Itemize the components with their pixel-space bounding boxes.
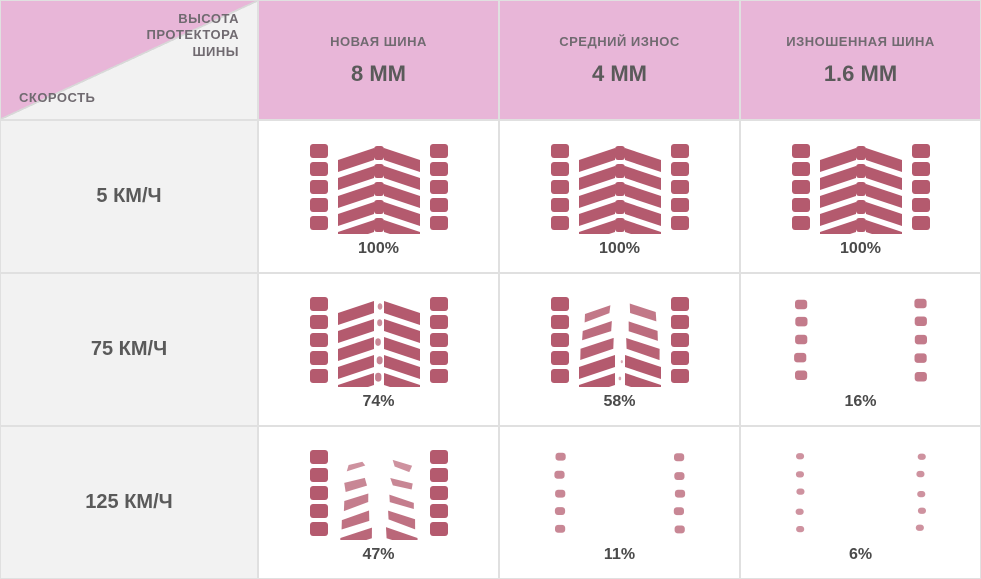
column-header: СРЕДНИЙ ИЗНОС 4 ММ [499,0,740,120]
column-value: 4 ММ [592,61,647,87]
data-cell: 47% [258,426,499,579]
row-label: 5 КМ/Ч [96,185,161,208]
tread-icon [299,442,459,542]
percentage-label: 16% [844,393,876,411]
tread-icon [540,136,700,236]
corner-top-label-line: ШИНЫ [192,44,239,59]
row-label: 75 КМ/Ч [91,338,167,361]
data-cell: 74% [258,273,499,426]
percentage-label: 100% [840,240,881,258]
data-cell: 100% [740,120,981,273]
data-cell: 6% [740,426,981,579]
tire-tread-table: ВЫСОТА ПРОТЕКТОРА ШИНЫ СКОРОСТЬ НОВАЯ ШИ… [0,0,981,579]
percentage-label: 100% [599,240,640,258]
column-title: СРЕДНИЙ ИЗНОС [559,34,680,49]
data-cell: 58% [499,273,740,426]
percentage-label: 100% [358,240,399,258]
corner-header: ВЫСОТА ПРОТЕКТОРА ШИНЫ СКОРОСТЬ [0,0,258,120]
corner-bottom-label: СКОРОСТЬ [19,90,95,105]
corner-top-label-line: ВЫСОТА [178,11,239,26]
data-cell: 100% [499,120,740,273]
tread-icon [540,289,700,389]
percentage-label: 6% [849,546,872,564]
column-header: ИЗНОШЕННАЯ ШИНА 1.6 ММ [740,0,981,120]
corner-top-label: ВЫСОТА ПРОТЕКТОРА ШИНЫ [147,11,239,60]
row-header: 5 КМ/Ч [0,120,258,273]
tread-icon [781,136,941,236]
percentage-label: 11% [604,546,635,564]
percentage-label: 47% [362,546,394,564]
column-title: ИЗНОШЕННАЯ ШИНА [786,34,935,49]
tread-icon [781,442,941,542]
corner-top-label-line: ПРОТЕКТОРА [147,27,239,42]
tread-icon [781,289,941,389]
column-header: НОВАЯ ШИНА 8 ММ [258,0,499,120]
tread-icon [299,289,459,389]
data-cell: 16% [740,273,981,426]
row-header: 75 КМ/Ч [0,273,258,426]
row-label: 125 КМ/Ч [85,491,172,514]
column-title: НОВАЯ ШИНА [330,34,427,49]
column-value: 8 ММ [351,61,406,87]
percentage-label: 58% [603,393,635,411]
data-cell: 100% [258,120,499,273]
tread-icon [299,136,459,236]
data-cell: 11% [499,426,740,579]
tread-icon [540,442,700,542]
row-header: 125 КМ/Ч [0,426,258,579]
percentage-label: 74% [362,393,394,411]
column-value: 1.6 ММ [824,61,897,87]
